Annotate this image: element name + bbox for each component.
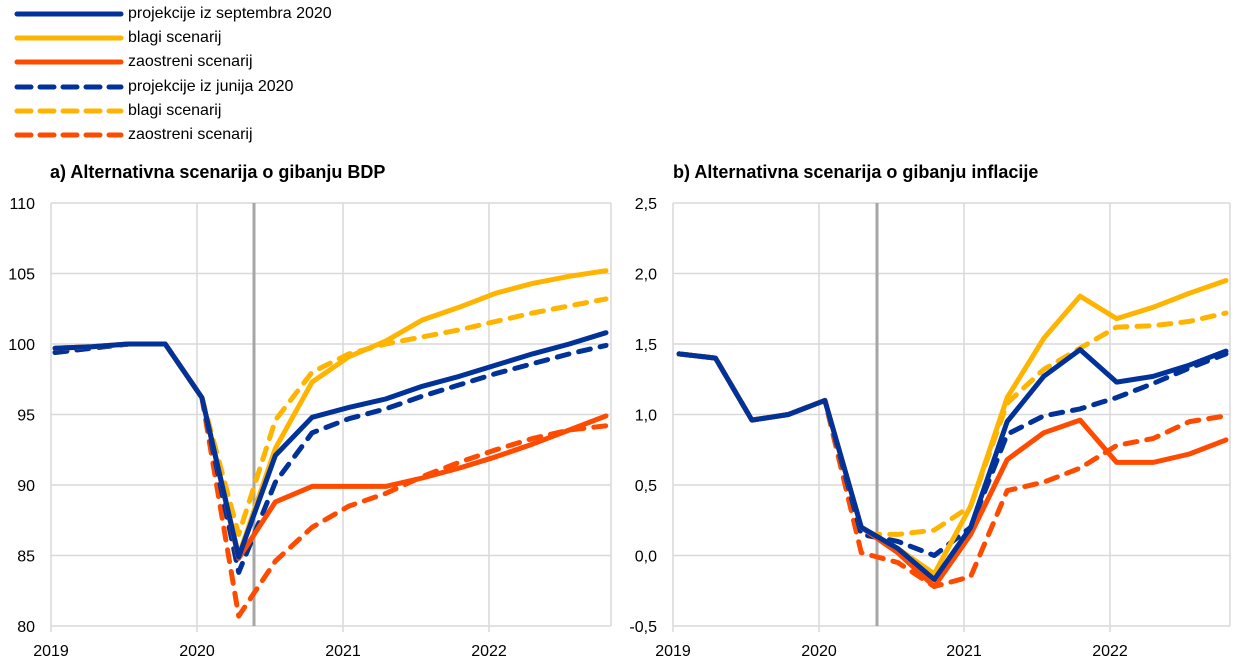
x-tick-label: 2019 [655,643,691,660]
y-tick-label: 1,0 [635,408,657,425]
y-tick-label: 95 [17,408,35,425]
legend-swatch [14,35,124,41]
series-line-september-0 [676,347,1229,582]
x-tick-label: 2022 [1092,643,1128,660]
chart-panel-gdp: 110 105 100 95 90 85 80 2019 2020 2021 2022 [8,196,612,660]
y-tick-label: 90 [17,478,35,495]
legend-label: blagi scenarij [128,101,222,119]
series-line-june-5 [52,341,609,619]
x-tick-label: 2021 [946,643,982,660]
y-tick-label: 2,5 [635,196,657,213]
series-line-june-4 [676,310,1229,537]
legend-item: zaostreni scenarij [14,50,332,74]
chart-title-inflation: b) Alternativna scenarija o gibanju infl… [673,162,1039,182]
legend-swatch [14,11,124,17]
legend-label: blagi scenarij [128,29,222,47]
x-tick-label: 2020 [179,643,215,660]
series-line-september-2 [52,341,609,561]
legend-item: projekcije iz junija 2020 [14,75,332,99]
legend: projekcije iz septembra 2020 blagi scena… [14,2,332,147]
y-tick-label: -0,5 [629,619,657,636]
y-tick-label: 2,0 [635,267,657,284]
series-line-june-3 [52,341,609,575]
chart-panel-inflation: 2,5 2,0 1,5 1,0 0,5 0,0 -0,5 2019 2020 2021 2022 [629,196,1231,660]
y-tick-label: 80 [17,619,35,636]
x-tick-label: 2022 [471,643,507,660]
series-line-september-0 [52,330,609,560]
series-line-june-3 [676,351,1229,558]
chart-title-gdp: a) Alternativna scenarija o gibanju BDP [50,162,386,182]
legend-label: zaostreni scenarij [128,53,253,71]
y-tick-label: 0,5 [635,478,657,495]
legend-swatch [14,108,124,114]
x-tick-label: 2020 [801,643,837,660]
legend-item: projekcije iz septembra 2020 [14,2,332,26]
x-tick-label: 2019 [33,643,69,660]
series-line-june-4 [52,296,609,537]
y-tick-label: 110 [9,196,35,213]
series-line-june-5 [676,351,1229,589]
legend-swatch [14,84,124,90]
legend-item: zaostreni scenarij [14,123,332,147]
legend-label: projekcije iz junija 2020 [128,77,294,95]
y-tick-label: 100 [8,337,35,354]
y-tick-label: 0,0 [635,549,657,566]
legend-item: blagi scenarij [14,99,332,123]
y-tick-label: 105 [8,267,35,284]
y-tick-label: 85 [17,549,35,566]
legend-swatch [14,59,124,65]
y-tick-label: 1,5 [635,337,657,354]
x-tick-label: 2021 [325,643,361,660]
legend-item: blagi scenarij [14,26,332,50]
legend-label: zaostreni scenarij [128,126,253,144]
legend-swatch [14,132,124,138]
legend-label: projekcije iz septembra 2020 [128,5,332,23]
